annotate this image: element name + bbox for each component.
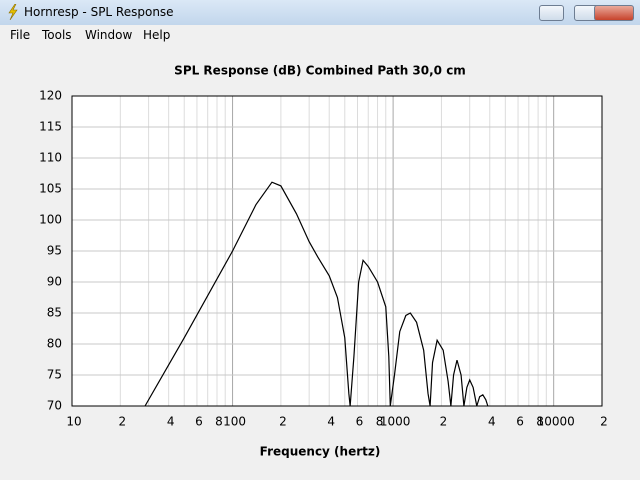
x-tick-label: 1000 bbox=[380, 415, 411, 429]
chart-title: SPL Response (dB) Combined Path 30,0 cm bbox=[174, 64, 466, 78]
window-title: Hornresp - SPL Response bbox=[24, 5, 174, 19]
y-tick-label: 110 bbox=[39, 151, 62, 165]
x-tick-label: 6 bbox=[195, 415, 203, 429]
minimize-button[interactable] bbox=[539, 5, 564, 21]
y-tick-label: 90 bbox=[47, 275, 62, 289]
app-icon bbox=[8, 4, 18, 20]
close-button[interactable] bbox=[594, 5, 634, 21]
x-tick-label: 4 bbox=[167, 415, 175, 429]
x-tick-label: 2 bbox=[440, 415, 448, 429]
plot-frame bbox=[71, 95, 603, 407]
x-axis-label: Frequency (hertz) bbox=[260, 445, 381, 459]
y-tick-label: 75 bbox=[47, 368, 62, 382]
x-tick-label: 4 bbox=[327, 415, 335, 429]
x-tick-label: 6 bbox=[356, 415, 364, 429]
y-tick-label: 120 bbox=[39, 89, 62, 103]
y-tick-label: 105 bbox=[39, 182, 62, 196]
menu-item[interactable]: Help bbox=[143, 28, 171, 42]
x-tick-label: 8 bbox=[536, 415, 544, 429]
x-tick-label: 2 bbox=[279, 415, 287, 429]
x-tick-label: 2 bbox=[119, 415, 127, 429]
y-tick-label: 100 bbox=[39, 213, 62, 227]
y-tick-label: 85 bbox=[47, 306, 62, 320]
y-tick-label: 95 bbox=[47, 244, 62, 258]
x-tick-label: 10 bbox=[66, 415, 81, 429]
x-tick-label: 100 bbox=[223, 415, 246, 429]
menu-item[interactable]: Window bbox=[85, 28, 133, 42]
x-tick-label: 8 bbox=[376, 415, 384, 429]
menu-item[interactable]: Tools bbox=[42, 28, 72, 42]
x-tick-label: 6 bbox=[516, 415, 524, 429]
y-tick-label: 80 bbox=[47, 337, 62, 351]
menu-item[interactable]: File bbox=[10, 28, 31, 42]
x-tick-label: 2 bbox=[600, 415, 608, 429]
title-bar: Hornresp - SPL Response bbox=[0, 0, 640, 26]
x-tick-label: 10000 bbox=[537, 415, 575, 429]
spl-curve bbox=[144, 181, 489, 407]
x-tick-label: 8 bbox=[215, 415, 223, 429]
y-tick-label: 70 bbox=[47, 399, 62, 413]
y-tick-label: 115 bbox=[39, 120, 62, 134]
x-tick-label: 4 bbox=[488, 415, 496, 429]
menu-bar: File Tools Window Help bbox=[0, 25, 640, 45]
chart: SPL Response (dB) Combined Path 30,0 cm … bbox=[39, 64, 608, 459]
